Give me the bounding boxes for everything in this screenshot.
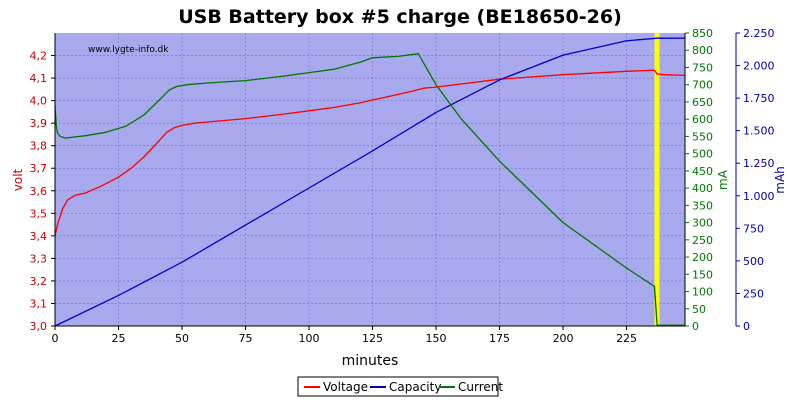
volt-tick-label: 4,2	[30, 50, 48, 63]
mA-tick-label: 0	[692, 320, 699, 333]
mA-tick-label: 200	[692, 251, 713, 264]
x-tick-label: 200	[553, 332, 574, 345]
series-line-current	[54, 53, 685, 326]
mA-tick-label: 150	[692, 268, 713, 281]
legend-box	[297, 376, 499, 397]
x-tick-label: 0	[52, 332, 59, 345]
legend-label-capacity: Capacity	[389, 380, 441, 394]
mAh-tick-label: 1.500	[743, 125, 775, 138]
volt-tick-label: 3,0	[30, 320, 48, 333]
mAh-tick-label: 2.250	[743, 27, 775, 40]
x-tick-label: 100	[299, 332, 320, 345]
volt-tick-label: 3,1	[30, 297, 48, 310]
mA-axis-label: mA	[716, 169, 730, 190]
volt-tick-label: 3,7	[30, 162, 48, 175]
mAh-tick-label: 1.000	[743, 190, 775, 203]
x-tick-label: 25	[112, 332, 126, 345]
plot-background	[55, 33, 685, 326]
x-tick-label: 150	[426, 332, 447, 345]
volt-tick-label: 3,2	[30, 275, 48, 288]
x-axis-label: minutes	[342, 353, 399, 369]
x-tick-label: 175	[489, 332, 510, 345]
legend: Voltage Capacity Current	[297, 376, 503, 397]
volt-tick-label: 3,6	[30, 185, 48, 198]
chart-title: USB Battery box #5 charge (BE18650-26)	[178, 6, 622, 28]
mAh-tick-label: 1.750	[743, 92, 775, 105]
x-tick-label: 50	[175, 332, 189, 345]
mA-tick-label: 550	[692, 130, 713, 143]
watermark: www.lygte-info.dk	[88, 45, 169, 55]
mAh-tick-label: 1.250	[743, 157, 775, 170]
axes: 0 25 50 75 100 125 150 175 200 225 3,0 3,1 3,2 3,3 3,4…	[11, 27, 787, 345]
mA-tick-label: 800	[692, 44, 713, 57]
mA-tick-label: 350	[692, 199, 713, 212]
mA-tick-label: 100	[692, 286, 713, 299]
mA-tick-label: 250	[692, 234, 713, 247]
mAh-tick-label: 750	[743, 222, 764, 235]
plot-area: www.lygte-info.dk	[54, 33, 686, 327]
volt-tick-label: 3,4	[30, 230, 48, 243]
mA-tick-label: 650	[692, 96, 713, 109]
x-tick-label: 125	[362, 332, 383, 345]
mA-tick-label: 600	[692, 113, 713, 126]
mAh-tick-label: 500	[743, 255, 764, 268]
mA-tick-label: 300	[692, 217, 713, 230]
x-tick-label: 75	[239, 332, 253, 345]
mAh-axis-label: mAh	[773, 166, 787, 194]
mA-tick-label: 750	[692, 61, 713, 74]
volt-tick-label: 4,1	[30, 72, 48, 85]
x-tick-label: 225	[616, 332, 637, 345]
legend-label-current: Current	[458, 380, 503, 394]
volt-tick-label: 4,0	[30, 95, 48, 108]
gridlines	[54, 33, 685, 327]
legend-label-voltage: Voltage	[323, 380, 368, 394]
mA-tick-label: 450	[692, 165, 713, 178]
series-line-capacity	[54, 37, 685, 327]
series-line-voltage	[54, 69, 686, 236]
mA-tick-label: 850	[692, 27, 713, 40]
volt-tick-label: 3,9	[30, 117, 48, 130]
mA-tick-label: 400	[692, 182, 713, 195]
volt-tick-label: 3,8	[30, 140, 48, 153]
mAh-tick-label: 2.000	[743, 60, 775, 73]
mA-tick-label: 700	[692, 79, 713, 92]
volt-tick-label: 3,5	[30, 207, 48, 220]
mAh-tick-label: 0	[743, 320, 750, 333]
mAh-tick-label: 250	[743, 287, 764, 300]
mA-tick-label: 500	[692, 148, 713, 161]
volt-axis-label: volt	[11, 168, 25, 191]
mA-tick-label: 50	[692, 303, 706, 316]
series-lines	[54, 33, 686, 327]
volt-tick-label: 3,3	[30, 252, 48, 265]
